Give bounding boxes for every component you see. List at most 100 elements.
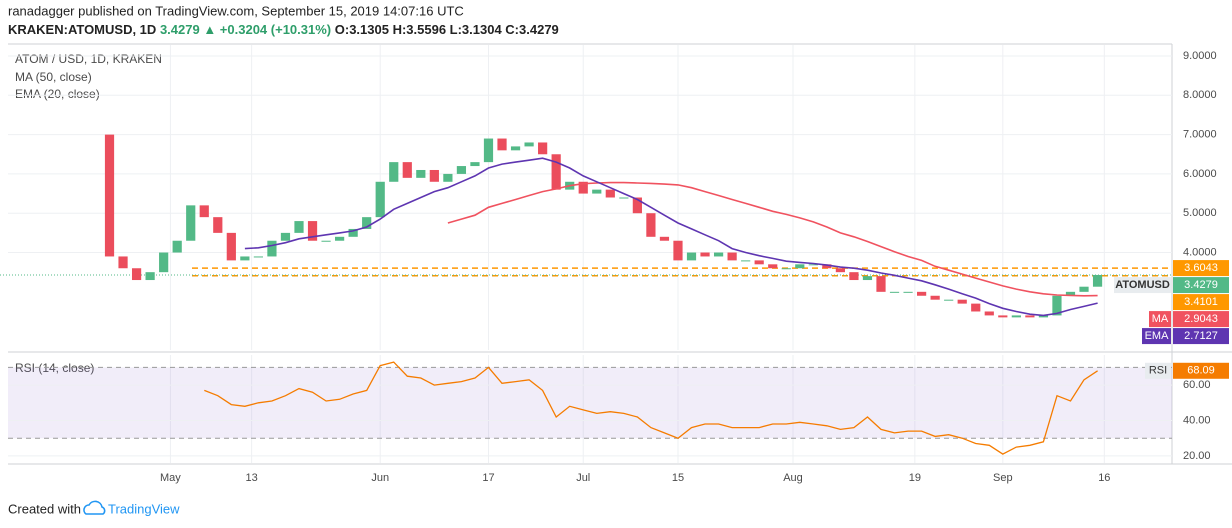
- candle: [889, 291, 900, 293]
- candle: [389, 162, 399, 182]
- price-label-tag-box: [1142, 328, 1171, 345]
- candle: [605, 189, 615, 198]
- y-tick-label: 9.0000: [1183, 50, 1217, 62]
- y-tick-label: 20.00: [1183, 450, 1211, 462]
- candle: [1038, 315, 1049, 318]
- candle: [632, 197, 642, 214]
- candle: [375, 181, 385, 218]
- candle: [145, 272, 155, 281]
- candle: [917, 291, 927, 296]
- candle: [104, 134, 115, 257]
- candle: [808, 264, 818, 266]
- price-label-tag: MA: [1152, 313, 1169, 325]
- candle: [646, 213, 656, 237]
- indicator-line: [447, 181, 1098, 297]
- candle: [199, 205, 209, 218]
- price-label: 3.4101: [1184, 296, 1218, 308]
- x-tick-label: Jun: [371, 472, 389, 484]
- candle: [822, 264, 832, 269]
- price-label-box: [1173, 328, 1229, 345]
- y-tick-label: 5.0000: [1183, 207, 1217, 219]
- y-tick-label: 7.0000: [1183, 129, 1217, 141]
- candle: [957, 299, 967, 304]
- candle: [402, 162, 412, 178]
- price-label: 3.6043: [1184, 262, 1218, 274]
- price-label: 3.4279: [1184, 279, 1218, 291]
- y-tick-label: 40.00: [1183, 414, 1211, 426]
- price-label-tag: ATOMUSD: [1115, 279, 1170, 291]
- candle: [768, 264, 778, 269]
- candle: [416, 169, 426, 178]
- legend-entry: EMA (20, close): [15, 87, 100, 101]
- candle: [578, 181, 588, 194]
- legend-entry: MA (50, close): [15, 70, 92, 84]
- candle: [497, 138, 507, 151]
- candle: [727, 252, 737, 261]
- rsi-line: [204, 361, 1098, 455]
- candle: [362, 217, 372, 229]
- candle: [835, 268, 845, 273]
- x-tick-label: 13: [246, 472, 258, 484]
- candle: [253, 256, 263, 258]
- footer-created: Created with: [8, 501, 81, 516]
- logo-cloud: [83, 500, 106, 515]
- rsi-tag-box: [1145, 362, 1171, 379]
- candle: [172, 240, 182, 253]
- x-tick-label: May: [160, 472, 181, 484]
- candle: [659, 236, 670, 241]
- candle: [795, 264, 805, 269]
- candle: [335, 236, 345, 241]
- rsi-band: [8, 367, 1172, 439]
- symbol-line: KRAKEN:ATOMUSD, 1D 3.4279 ▲ +0.3204 (+10…: [8, 22, 559, 37]
- candle: [998, 315, 1008, 318]
- candle: [443, 173, 453, 182]
- last-price: 3.4279: [160, 22, 200, 37]
- symbol: KRAKEN:ATOMUSD, 1D: [8, 22, 156, 37]
- price-label-tag-box: [1149, 311, 1171, 328]
- candle: [849, 272, 859, 281]
- candle: [619, 197, 629, 199]
- candle: [321, 240, 331, 242]
- x-tick-label: 17: [482, 472, 494, 484]
- candle: [429, 169, 439, 182]
- candle: [213, 217, 223, 233]
- candle: [538, 142, 548, 155]
- price-label-box: [1173, 260, 1229, 277]
- candle: [1092, 275, 1103, 287]
- candle: [673, 240, 683, 261]
- candle: [510, 146, 521, 151]
- tradingview-logo: [83, 500, 106, 515]
- candle: [971, 303, 981, 312]
- price-label-tag-box: [1114, 277, 1171, 294]
- y-tick-label: 8.0000: [1183, 89, 1217, 101]
- rsi-value: 68.09: [1187, 365, 1215, 377]
- y-tick-label: 6.0000: [1183, 168, 1217, 180]
- candle: [186, 205, 196, 241]
- rsi-title: RSI (14, close): [15, 361, 94, 375]
- y-tick-label: 4.0000: [1183, 246, 1217, 258]
- candle: [1079, 286, 1089, 292]
- change: ▲ +0.3204 (+10.31%): [203, 22, 331, 37]
- price-label-box: [1173, 311, 1229, 328]
- candle: [348, 228, 358, 237]
- price-label: 2.9043: [1184, 313, 1218, 325]
- candle: [294, 221, 304, 233]
- y-tick-label: 60.00: [1183, 379, 1211, 391]
- x-tick-label: Jul: [576, 472, 590, 484]
- candle: [862, 276, 873, 281]
- ohlc: O:3.1305 H:3.5596 L:3.1304 C:3.4279: [335, 22, 559, 37]
- price-label: 2.7127: [1184, 330, 1218, 342]
- candle: [307, 221, 318, 241]
- candle: [741, 260, 751, 262]
- candle: [781, 268, 791, 270]
- candle: [551, 154, 561, 190]
- price-label-tag: EMA: [1145, 330, 1170, 342]
- candle: [159, 252, 169, 273]
- candle: [984, 311, 994, 316]
- candle: [1052, 295, 1062, 316]
- candle: [1025, 315, 1035, 318]
- publisher: ranadagger published on TradingView.com,…: [8, 3, 464, 18]
- candle: [470, 162, 480, 167]
- legend-title: ATOM / USD, 1D, KRAKEN: [15, 52, 162, 66]
